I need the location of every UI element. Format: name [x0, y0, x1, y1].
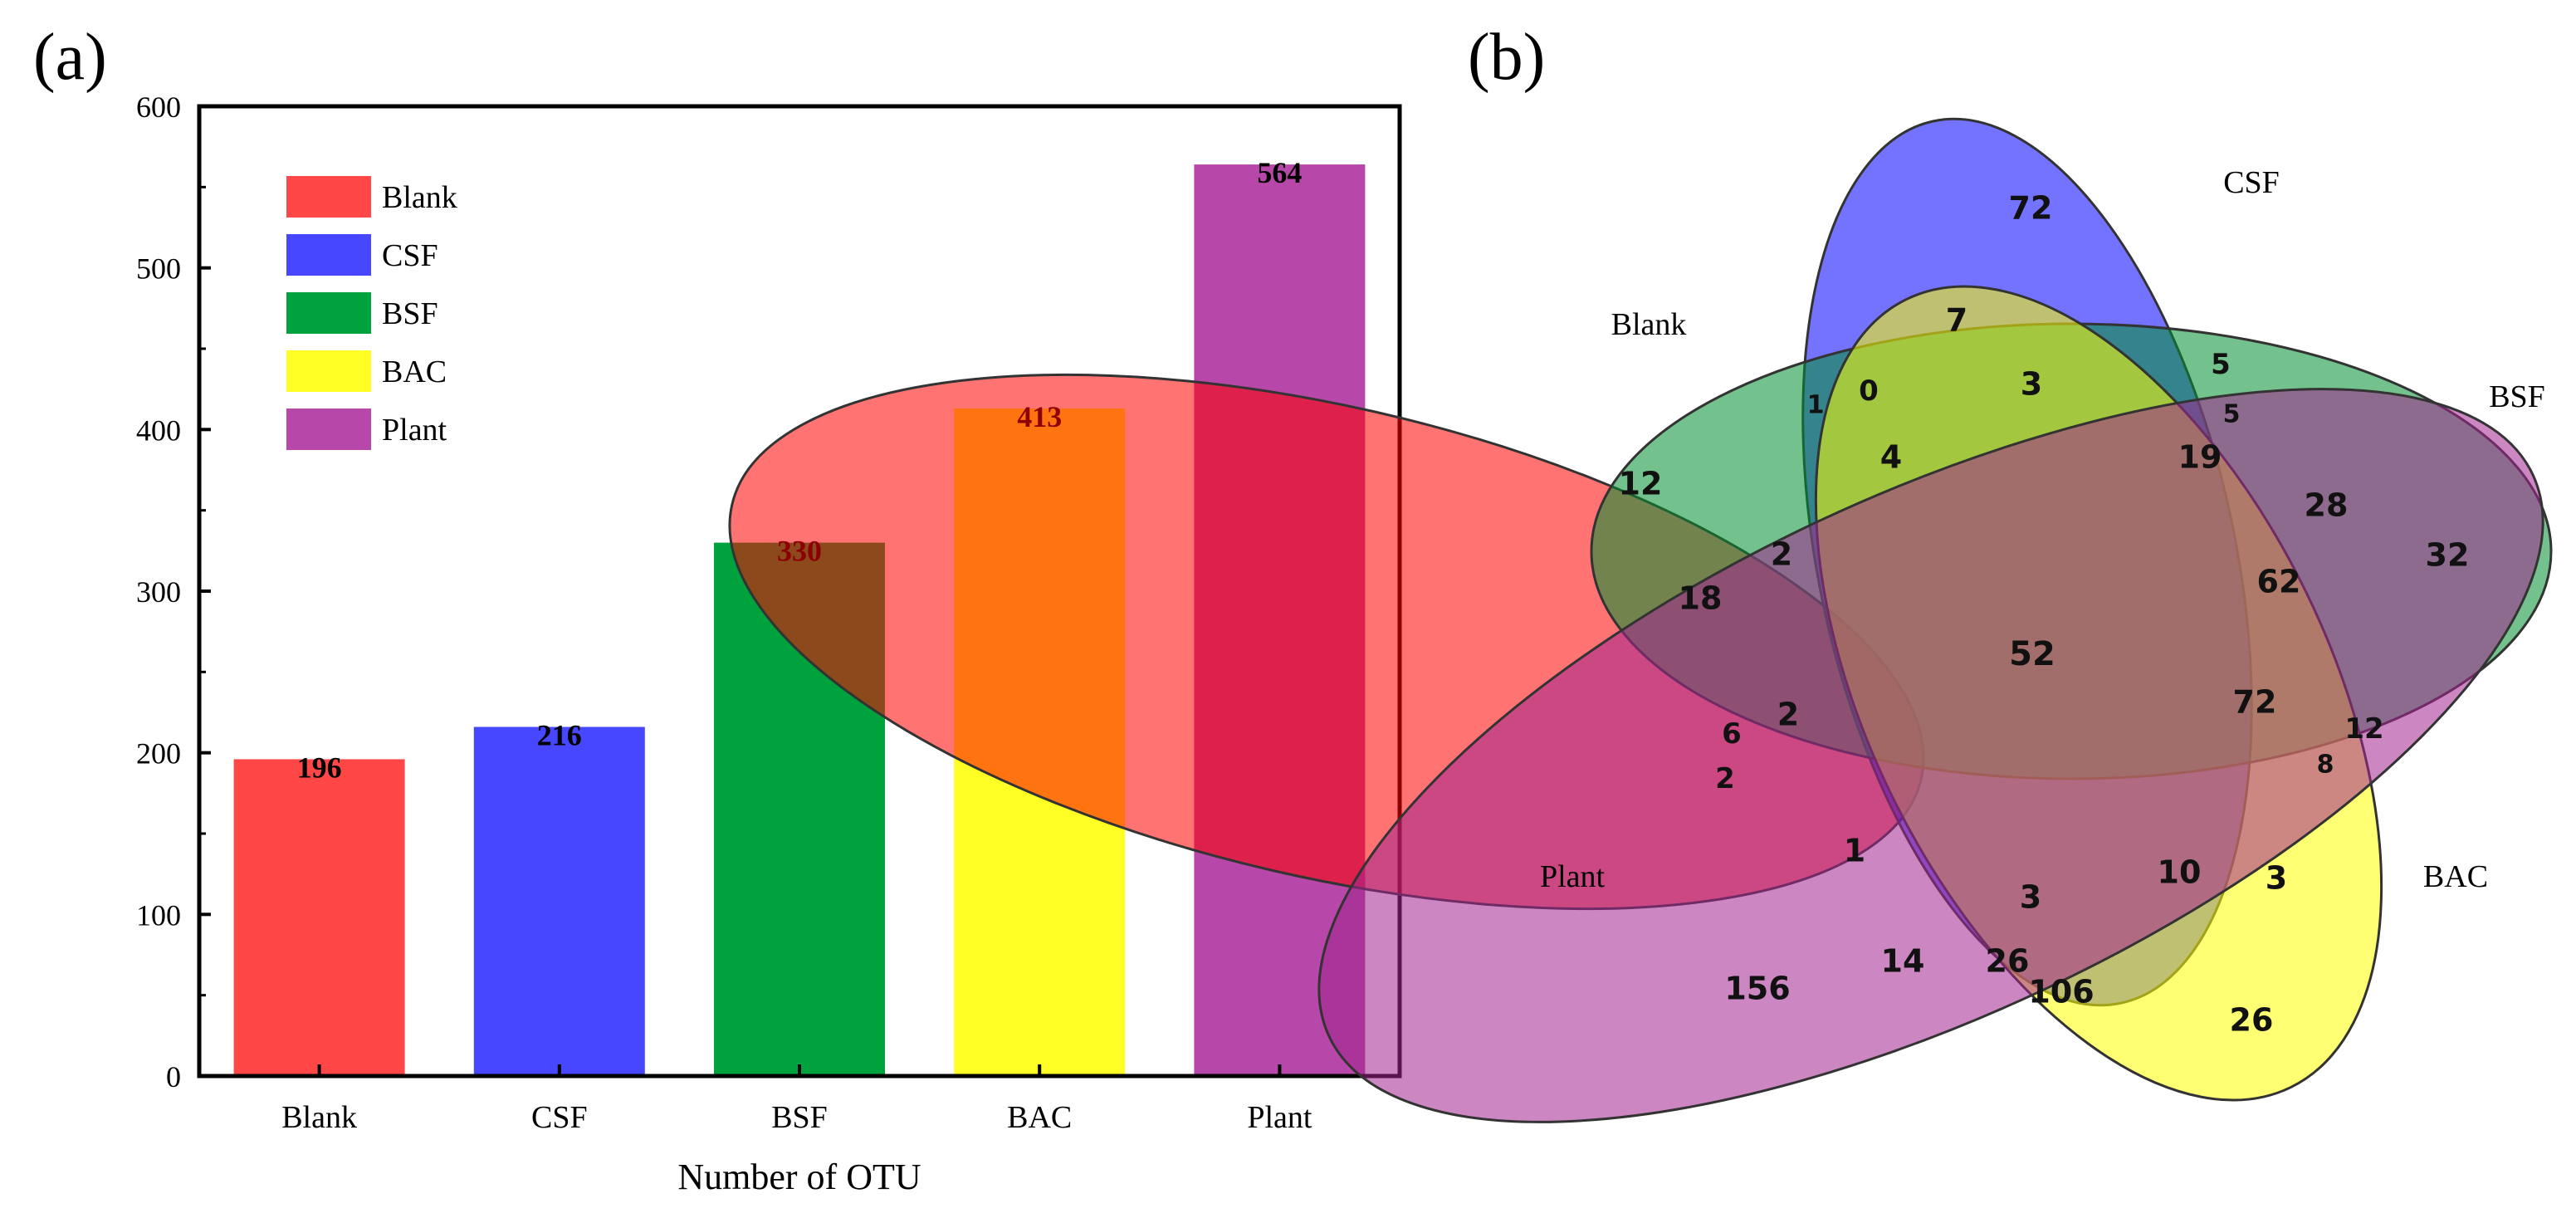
venn-region-count: 5: [2223, 400, 2241, 429]
y-tick-label: 200: [136, 737, 181, 770]
bar-csf: [473, 726, 645, 1076]
panel-b-label: (b): [1468, 21, 1545, 94]
venn-region-count: 6: [1722, 717, 1742, 751]
venn-set-label-bsf: BSF: [2489, 379, 2545, 414]
venn-region-count: 3: [2266, 859, 2287, 896]
x-tick-label: Blank: [281, 1100, 357, 1135]
venn-region-count: 28: [2305, 487, 2349, 523]
legend-swatch-plant: [286, 408, 371, 450]
legend-label: BAC: [382, 355, 447, 389]
venn-region-count: 2: [1771, 536, 1792, 572]
venn-region-count: 72: [2233, 683, 2277, 720]
venn-region-count: 26: [2230, 1001, 2274, 1038]
legend-label: Blank: [382, 180, 457, 215]
y-axis: 0 100 200 300 400 500 600: [136, 90, 211, 1093]
venn-set-label-bac: BAC: [2423, 859, 2488, 894]
venn-region-count: 156: [1724, 970, 1790, 1006]
venn-region-count: 3: [2020, 878, 2041, 915]
y-tick-label: 400: [136, 413, 181, 447]
venn-region-count: 3: [2021, 365, 2042, 402]
venn-ellipse-plant: [1317, 388, 2544, 1123]
legend-swatch-bsf: [286, 292, 371, 334]
venn-region-count: 14: [1881, 942, 1925, 979]
venn-region-count: 1: [1807, 391, 1825, 420]
legend-swatch-csf: [286, 234, 371, 276]
venn-region-count: 10: [2158, 854, 2202, 890]
y-tick-label: 0: [166, 1060, 181, 1093]
venn-region-count: 7: [1946, 301, 1967, 338]
venn-region-count: 106: [2028, 973, 2094, 1010]
venn-region-count: 2: [1777, 696, 1799, 732]
x-axis-title: Number of OTU: [677, 1157, 921, 1197]
venn-region-count: 32: [2426, 536, 2470, 573]
venn-region-count: 18: [1679, 580, 1723, 616]
venn-region-count: 19: [2178, 438, 2222, 475]
venn-region-count: 1: [1844, 832, 1865, 868]
venn-ellipses: [728, 117, 2553, 1123]
venn-set-labels: Blank CSF BSF BAC Plant: [1540, 165, 2545, 894]
venn-region-count: 0: [1859, 374, 1879, 408]
venn-region-count: 8: [2317, 751, 2334, 780]
venn-set-label-csf: CSF: [2223, 165, 2280, 200]
bar-value-label: 196: [297, 751, 342, 784]
venn-region-count: 72: [2009, 189, 2053, 226]
legend-swatch-bac: [286, 350, 371, 392]
legend-label: CSF: [382, 238, 438, 273]
panel-a-label: (a): [33, 21, 107, 94]
venn-set-label-blank: Blank: [1611, 307, 1687, 342]
venn-region-count: 26: [1986, 942, 2030, 979]
venn-region-count: 5: [2211, 348, 2231, 381]
venn-region-count: 2: [1715, 762, 1735, 795]
venn-region-count: 4: [1880, 438, 1902, 475]
y-tick-label: 500: [136, 252, 181, 286]
x-tick-label: Plant: [1247, 1100, 1312, 1135]
y-tick-label: 300: [136, 575, 181, 609]
y-tick-label: 100: [136, 898, 181, 932]
legend: Blank CSF BSF BAC Plant: [286, 176, 457, 450]
venn-region-count: 12: [1619, 465, 1663, 501]
venn-region-count: 62: [2257, 563, 2301, 599]
x-tick-label: BAC: [1007, 1100, 1072, 1135]
venn-set-label-plant: Plant: [1540, 859, 1606, 894]
bar-blank: [233, 759, 405, 1076]
y-tick-label: 600: [136, 90, 181, 124]
legend-label: Plant: [382, 413, 447, 448]
x-tick-label: CSF: [531, 1100, 588, 1135]
bar-value-label: 216: [537, 719, 582, 752]
legend-swatch-blank: [286, 176, 371, 218]
x-axis: Blank CSF BSF BAC Plant: [281, 1064, 1312, 1135]
venn-region-count: 12: [2344, 712, 2383, 746]
x-tick-label: BSF: [771, 1100, 828, 1135]
bar-value-label: 564: [1257, 156, 1302, 189]
venn-region-count: 52: [2009, 635, 2055, 673]
legend-label: BSF: [382, 296, 438, 331]
